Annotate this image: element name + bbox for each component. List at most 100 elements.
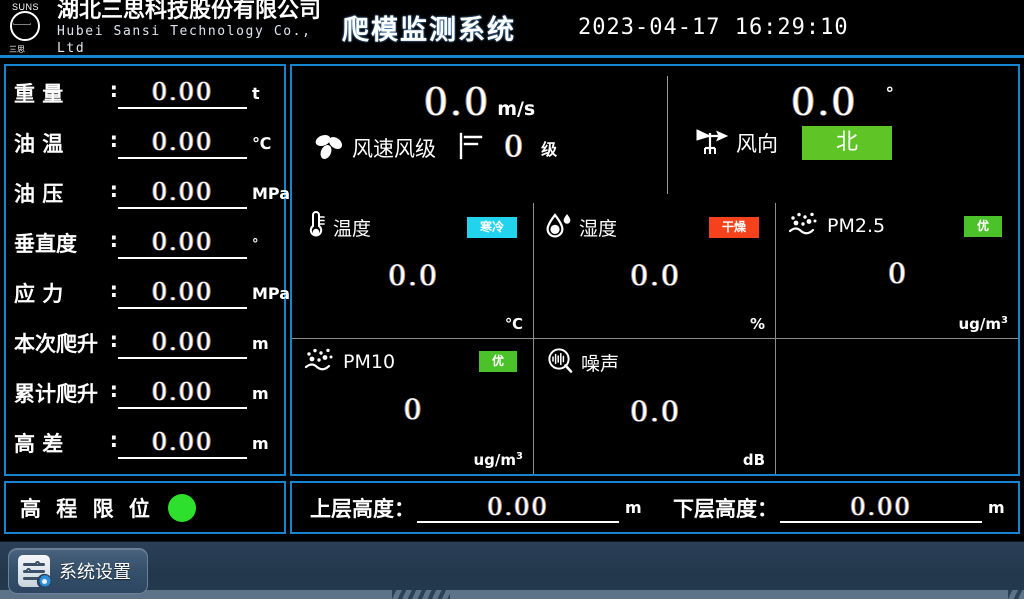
param-value-field-oil-pressure[interactable]: 0.00	[118, 178, 247, 209]
taskbar-hatch-left	[392, 590, 450, 599]
param-colon: :	[109, 128, 118, 152]
param-label-oil-temp: 油 温 :	[14, 128, 118, 158]
param-row-verticality: 垂直度 : 0.00 °	[6, 218, 284, 268]
sensor-unit-pm25: ug/m3	[959, 315, 1009, 333]
param-value-field-height-diff[interactable]: 0.00	[118, 428, 247, 459]
settings-sliders-icon	[18, 555, 53, 590]
param-label-text: 油 压	[14, 182, 64, 206]
param-label-text: 累计爬升	[14, 382, 98, 406]
sensor-badge-pm25: 优	[963, 215, 1002, 237]
lower-height-value: 0.00	[850, 492, 912, 521]
param-label-text: 重 量	[14, 82, 64, 106]
param-value-verticality: 0.00	[151, 227, 214, 256]
lower-height-item: 下层高度： 0.00 m	[655, 493, 1018, 523]
param-value-field-weight[interactable]: 0.00	[118, 78, 247, 109]
sensor-unit-humidity: %	[749, 314, 765, 333]
sensor-cell-empty	[776, 339, 1018, 475]
sensor-unit-text: ug/m	[473, 451, 517, 469]
thermometer-icon	[304, 211, 326, 243]
param-label-total-climb: 累计爬升 :	[14, 378, 118, 408]
water-drop-icon	[546, 211, 572, 243]
sensor-name-pm10: PM10	[343, 350, 396, 373]
param-label-text: 油 温	[14, 132, 64, 156]
param-value-field-total-climb[interactable]: 0.00	[118, 378, 247, 409]
param-value-oil-pressure: 0.00	[151, 177, 214, 206]
param-value-field-oil-temp[interactable]: 0.00	[118, 128, 247, 159]
param-row-total-climb: 累计爬升 : 0.00 m	[6, 368, 284, 418]
datetime-display: 2023-04-17 16:29:10	[578, 15, 849, 40]
param-value-total-climb: 0.00	[151, 377, 214, 406]
environment-panel: 0.0 m/s 风速风级	[290, 64, 1020, 476]
wind-speed-cell: 0.0 m/s 风速风级	[292, 66, 667, 203]
lower-height-label: 下层高度：	[673, 496, 778, 521]
param-label-verticality: 垂直度 :	[14, 228, 118, 258]
wind-speed-unit: m/s	[497, 98, 536, 120]
sensor-badge-pm10: 优	[478, 351, 517, 372]
wind-level-icon	[458, 132, 484, 164]
param-value-weight: 0.00	[151, 77, 214, 106]
weather-vane-icon	[695, 126, 729, 160]
company-name-block: 湖北三思科技股份有限公司 Hubei Sansi Technology Co.,…	[57, 0, 330, 57]
wind-direction-readout: 0.0 °	[667, 66, 1018, 124]
param-value-current-climb: 0.00	[151, 327, 214, 356]
param-value-field-stress[interactable]: 0.00	[118, 278, 247, 309]
sensor-header: PM10 优	[304, 347, 523, 377]
elevation-limit-panel: 高 程 限 位	[4, 481, 286, 534]
param-colon: :	[109, 328, 118, 352]
param-unit-verticality: °	[252, 236, 259, 252]
elevation-limit-status-indicator	[167, 493, 196, 522]
wind-speed-label-row: 风速风级 0 级	[292, 130, 667, 165]
param-unit-weight: t	[252, 83, 260, 103]
param-unit-height-diff: m	[252, 433, 269, 453]
sensor-name-noise: 噪声	[581, 353, 620, 375]
param-value-field-verticality[interactable]: 0.00	[118, 228, 247, 259]
system-settings-button[interactable]: 系统设置	[8, 548, 148, 594]
upper-height-label: 上层高度：	[310, 496, 415, 521]
logo-sansi-text: 三思	[9, 44, 25, 54]
wind-direction-unit: °	[885, 84, 894, 104]
parameters-panel: 重 量 : 0.00 t 油 温 : 0.00 ℃ 油 压 : 0.	[4, 64, 290, 476]
param-label-text: 本次爬升	[14, 332, 98, 356]
sensor-cell-pm10: PM10 优 0 ug/m3	[292, 338, 534, 474]
param-row-oil-temp: 油 温 : 0.00 ℃	[6, 118, 284, 168]
dust-icon	[304, 347, 336, 377]
param-colon: :	[109, 178, 118, 202]
param-unit-total-climb: m	[252, 383, 269, 403]
sensor-header: PM2.5 优	[788, 211, 1008, 241]
param-colon: :	[109, 278, 118, 302]
icon-knob-1	[35, 560, 40, 566]
param-label-text: 垂直度	[14, 232, 77, 256]
upper-height-value: 0.00	[487, 492, 549, 521]
sensor-value-noise: 0.0	[630, 394, 681, 428]
wind-speed-label: 风速风级	[352, 136, 436, 161]
param-row-weight: 重 量 : 0.00 t	[6, 68, 284, 118]
company-name-en: Hubei Sansi Technology Co., Ltd	[57, 24, 312, 56]
company-logo: SUNS 三思 湖北三思科技股份有限公司 Hubei Sansi Technol…	[0, 0, 330, 57]
sensor-value-pm25: 0	[888, 257, 908, 290]
sensor-unit-exponent: 3	[1001, 314, 1008, 326]
lower-height-field[interactable]: 0.00	[780, 493, 982, 523]
param-unit-oil-temp: ℃	[252, 133, 272, 153]
param-colon: :	[109, 78, 118, 102]
sensor-name-pm25: PM2.5	[827, 215, 886, 237]
param-label-text: 应 力	[14, 282, 64, 306]
icon-line-1	[23, 563, 45, 566]
layer-heights-panel: 上层高度： 0.00 m 下层高度： 0.00 m	[290, 481, 1020, 534]
param-unit-current-climb: m	[252, 333, 269, 353]
param-colon: :	[109, 228, 118, 252]
param-value-field-current-climb[interactable]: 0.00	[118, 328, 247, 359]
noise-meter-icon	[546, 347, 574, 379]
param-colon: :	[109, 378, 118, 402]
lower-height-unit: m	[988, 498, 1005, 517]
param-row-stress: 应 力 : 0.00 MPa	[6, 268, 290, 318]
sensor-cell-humidity: 湿度 干燥 0.0 %	[534, 203, 776, 339]
sensor-name-humidity: 湿度	[579, 217, 618, 240]
upper-height-field[interactable]: 0.00	[417, 493, 619, 523]
param-row-height-diff: 高 差 : 0.00 m	[6, 418, 284, 468]
app-header: SUNS 三思 湖北三思科技股份有限公司 Hubei Sansi Technol…	[0, 0, 1024, 58]
wind-direction-label-row: 风向 北	[667, 126, 1018, 160]
taskbar-hatch-right	[1008, 590, 1024, 599]
sensor-grid: 温度 寒冷 0.0 ℃ 湿度 干燥	[292, 203, 1018, 474]
wind-direction-value: 0.0	[791, 80, 858, 124]
upper-height-item: 上层高度： 0.00 m	[292, 493, 655, 523]
